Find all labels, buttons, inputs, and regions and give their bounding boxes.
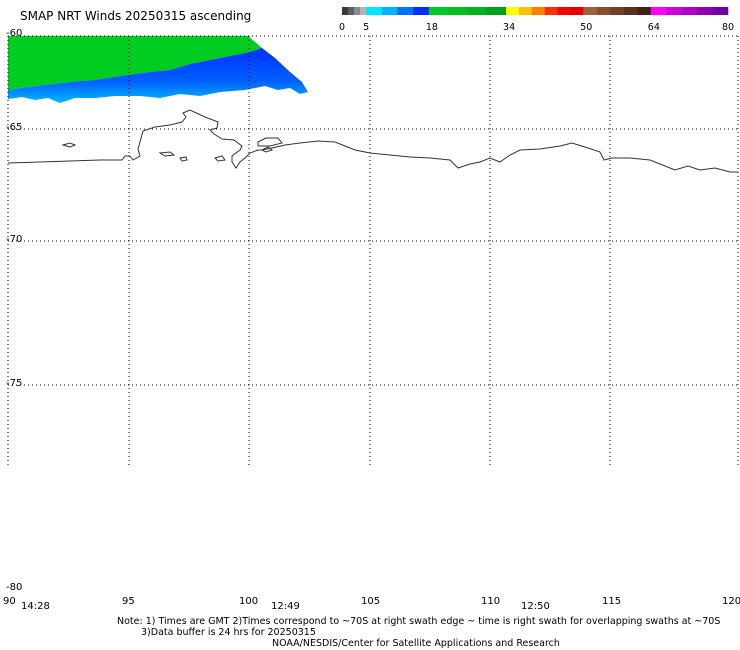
lon-label-100: 100 xyxy=(239,596,258,607)
lat-label-65: -65 xyxy=(6,122,22,133)
lat-label-70: -70 xyxy=(6,234,22,245)
time-labels: 14:28 12:49 12:50 xyxy=(21,601,550,612)
note-line-2: 3)Data buffer is 24 hrs for 20250315 xyxy=(141,627,316,638)
lon-label-95: 95 xyxy=(122,596,135,607)
colorbar-tick-0: 0 xyxy=(339,22,345,33)
colorbar-tick-labels: 0 5 18 34 50 64 80 xyxy=(339,22,734,33)
colorbar-swatch-0-0 xyxy=(342,7,349,15)
colorbar-tick-80: 80 xyxy=(722,22,734,33)
colorbar-swatch-2-1 xyxy=(448,7,468,15)
lat-label-60: -60 xyxy=(6,28,22,39)
colorbar-swatch-3-2 xyxy=(531,7,545,15)
colorbar-swatch-0-3 xyxy=(360,7,367,15)
colorbar-swatch-4-1 xyxy=(596,7,611,15)
colorbar-swatch-4-4 xyxy=(637,7,652,15)
colorbar-swatch-5-4 xyxy=(712,7,729,15)
time-label-1428: 14:28 xyxy=(21,601,50,612)
note-line-1: Note: 1) Times are GMT 2)Times correspon… xyxy=(117,616,721,627)
time-label-1249: 12:49 xyxy=(271,601,300,612)
colorbar-swatch-5-1 xyxy=(666,7,682,15)
colorbar-swatch-2-2 xyxy=(467,7,488,15)
lat-label-80: -80 xyxy=(6,582,22,593)
colorbar-swatch-3-0 xyxy=(506,7,520,15)
colorbar-swatch-3-1 xyxy=(518,7,533,15)
colorbar-swatch-5-3 xyxy=(697,7,713,15)
colorbar-tick-5: 5 xyxy=(363,22,369,33)
lon-label-105: 105 xyxy=(361,596,380,607)
colorbar-swatch-5-2 xyxy=(681,7,698,15)
colorbar-tick-50: 50 xyxy=(580,22,592,33)
colorbar-swatch-4-0 xyxy=(583,7,598,15)
wind-swath-green xyxy=(8,36,262,90)
lon-label-120: 120 xyxy=(722,596,740,607)
colorbar-swatches xyxy=(342,7,729,15)
colorbar-tick-34: 34 xyxy=(503,22,515,33)
colorbar-swatch-1-2 xyxy=(397,7,414,15)
colorbar-swatch-3-5 xyxy=(570,7,584,15)
lon-label-110: 110 xyxy=(481,596,500,607)
lon-label-90: 90 xyxy=(3,596,16,607)
colorbar-swatch-3-4 xyxy=(557,7,571,15)
wind-swath-blue xyxy=(8,48,308,103)
colorbar-swatch-2-3 xyxy=(486,7,507,15)
colorbar-swatch-5-0 xyxy=(650,7,667,15)
colorbar-swatch-0-1 xyxy=(348,7,355,15)
colorbar-swatch-0-2 xyxy=(354,7,361,15)
colorbar-swatch-4-3 xyxy=(623,7,638,15)
colorbar-swatch-4-2 xyxy=(610,7,625,15)
colorbar-swatch-1-0 xyxy=(366,7,383,15)
wind-speed-colorbar: 0 5 18 34 50 64 80 xyxy=(339,7,734,33)
colorbar-swatch-2-0 xyxy=(428,7,449,15)
note-line-3: NOAA/NESDIS/Center for Satellite Applica… xyxy=(272,638,560,649)
map-title: SMAP NRT Winds 20250315 ascending xyxy=(20,9,252,23)
colorbar-swatch-1-3 xyxy=(413,7,430,15)
colorbar-tick-18: 18 xyxy=(426,22,438,33)
time-label-1250: 12:50 xyxy=(521,601,550,612)
colorbar-swatch-1-1 xyxy=(381,7,398,15)
grid-lines xyxy=(7,35,739,466)
lat-label-75: -75 xyxy=(6,378,22,389)
colorbar-swatch-3-3 xyxy=(544,7,558,15)
lon-label-115: 115 xyxy=(602,596,621,607)
coastline xyxy=(7,109,738,173)
latitude-labels: -60 -65 -70 -75 -80 xyxy=(6,28,22,593)
colorbar-tick-64: 64 xyxy=(648,22,660,33)
longitude-labels: 90 95 100 105 110 115 120 xyxy=(3,596,740,607)
